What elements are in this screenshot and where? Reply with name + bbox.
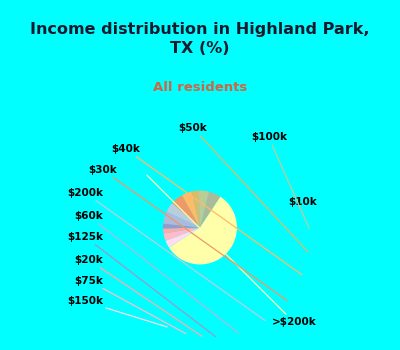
Wedge shape [163,228,200,233]
Wedge shape [182,191,200,228]
Wedge shape [172,195,200,228]
Wedge shape [192,190,200,228]
Text: >$200k: >$200k [147,175,316,327]
Text: $75k: $75k [74,276,186,334]
Text: Income distribution in Highland Park,
TX (%): Income distribution in Highland Park, TX… [30,22,370,56]
Text: $200k: $200k [67,188,265,321]
Text: $10k: $10k [288,197,316,207]
Text: $125k: $125k [67,232,216,337]
Wedge shape [164,228,200,241]
Text: $20k: $20k [74,255,202,336]
Text: All residents: All residents [153,81,247,94]
Text: $30k: $30k [88,165,287,301]
Wedge shape [163,211,200,228]
Wedge shape [200,192,220,228]
Text: $100k: $100k [251,132,309,229]
Wedge shape [163,224,200,229]
Text: $50k: $50k [179,123,308,252]
Wedge shape [166,228,200,247]
Text: $60k: $60k [74,211,238,333]
Text: $150k: $150k [67,296,167,327]
Text: $40k: $40k [111,144,302,275]
Wedge shape [199,190,209,228]
Wedge shape [169,197,237,265]
Wedge shape [167,203,200,228]
